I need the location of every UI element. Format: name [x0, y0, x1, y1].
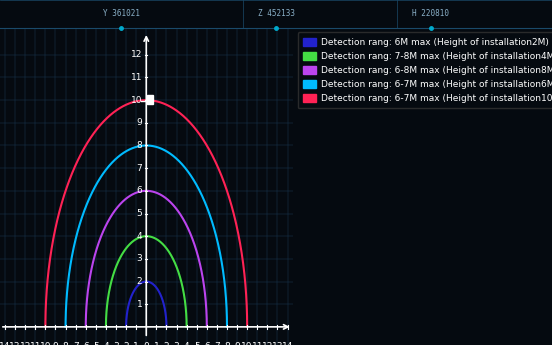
- Text: 7: 7: [136, 164, 142, 172]
- Text: 2: 2: [136, 277, 142, 286]
- Text: 3: 3: [136, 254, 142, 263]
- Text: 5: 5: [194, 342, 200, 345]
- Text: 11: 11: [252, 342, 263, 345]
- Text: 9: 9: [234, 342, 240, 345]
- Text: 2: 2: [163, 342, 169, 345]
- Text: 4: 4: [136, 232, 142, 241]
- Text: 1: 1: [153, 342, 159, 345]
- Text: 10: 10: [40, 342, 51, 345]
- Text: 5: 5: [93, 342, 99, 345]
- Text: 8: 8: [63, 342, 68, 345]
- Text: 2: 2: [123, 342, 129, 345]
- Text: 6: 6: [136, 186, 142, 195]
- Legend: Detection rang: 6M max (Height of installation2M), Detection rang: 7-8M max (Hei: Detection rang: 6M max (Height of instal…: [298, 32, 552, 108]
- Text: 9: 9: [136, 118, 142, 127]
- Text: 10: 10: [241, 342, 253, 345]
- Bar: [147, 95, 153, 104]
- Text: H 220810: H 220810: [412, 9, 449, 18]
- Text: 0: 0: [144, 342, 149, 345]
- Text: 8: 8: [224, 342, 230, 345]
- Text: Z 452133: Z 452133: [257, 9, 295, 18]
- Text: 11: 11: [131, 73, 142, 82]
- Text: 3: 3: [174, 342, 179, 345]
- Text: 14: 14: [0, 342, 10, 345]
- Text: Y 361021: Y 361021: [103, 9, 140, 18]
- Text: 7: 7: [214, 342, 220, 345]
- Text: 5: 5: [136, 209, 142, 218]
- Text: 12: 12: [19, 342, 31, 345]
- Text: 9: 9: [52, 342, 59, 345]
- Text: 8: 8: [136, 141, 142, 150]
- Text: 12: 12: [131, 50, 142, 59]
- Text: 6: 6: [83, 342, 89, 345]
- Text: 7: 7: [73, 342, 78, 345]
- Text: 11: 11: [30, 342, 41, 345]
- Text: 3: 3: [113, 342, 119, 345]
- Text: 1: 1: [134, 342, 139, 345]
- Text: 12: 12: [262, 342, 273, 345]
- Text: 1: 1: [136, 300, 142, 309]
- Text: 10: 10: [131, 96, 142, 105]
- Text: 14: 14: [282, 342, 293, 345]
- Text: 6: 6: [204, 342, 210, 345]
- Text: 13: 13: [272, 342, 283, 345]
- Text: 4: 4: [184, 342, 189, 345]
- Text: 13: 13: [9, 342, 21, 345]
- Text: 4: 4: [103, 342, 109, 345]
